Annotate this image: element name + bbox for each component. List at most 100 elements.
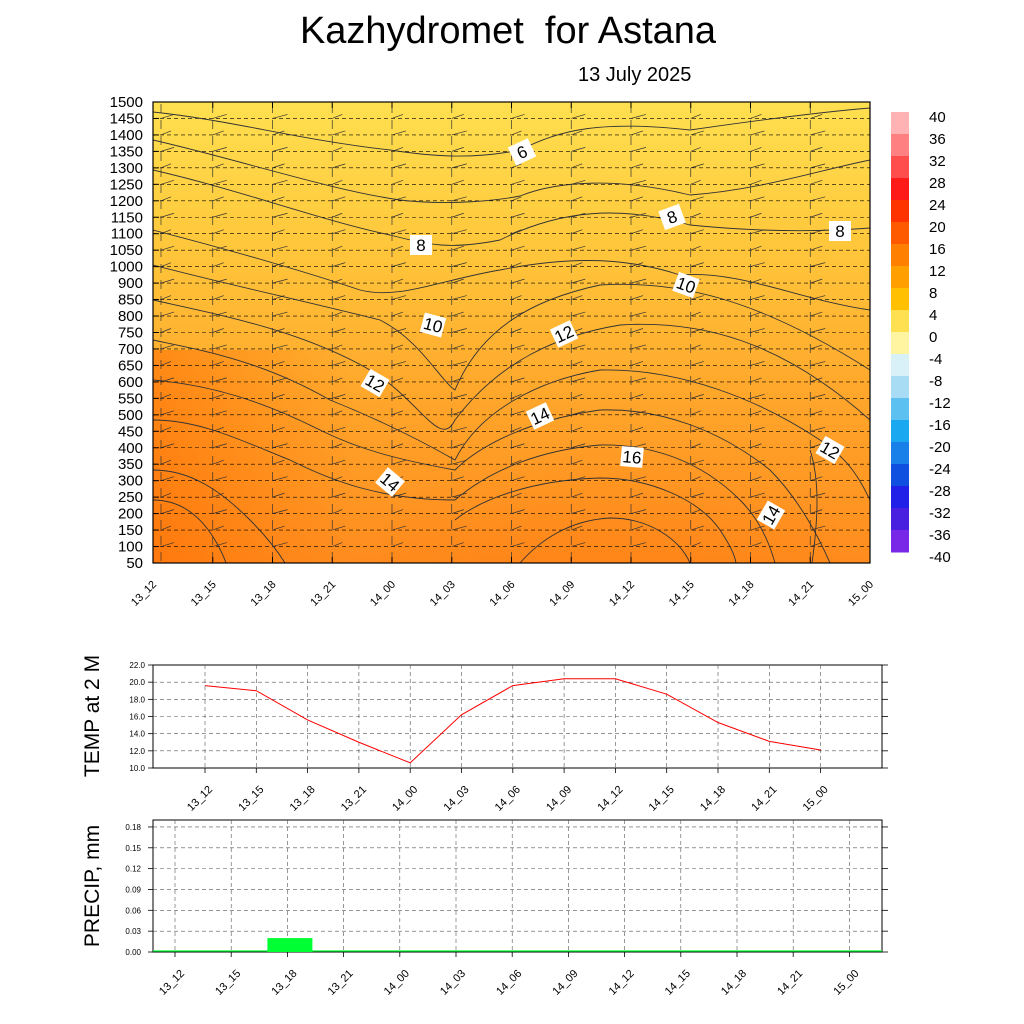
wind-barb xyxy=(630,492,644,498)
temp-x-tick-label: 14_09 xyxy=(544,784,574,814)
wind-barb xyxy=(160,542,175,547)
x-tick-label: 14_18 xyxy=(727,579,757,609)
wind-barb xyxy=(332,196,346,202)
contour-label-bg xyxy=(672,271,700,299)
wind-barb xyxy=(869,151,870,152)
wind-barb xyxy=(869,414,870,415)
contour-label-bg xyxy=(756,500,786,530)
precip-x-tick-label: 14_21 xyxy=(775,968,805,998)
contour-label-bg xyxy=(620,446,644,468)
wind-barb xyxy=(511,196,522,202)
wind-barb xyxy=(272,245,288,251)
temp-x-tick-label: 13_21 xyxy=(339,784,369,814)
wind-barb xyxy=(212,361,224,366)
y-tick-label: 750 xyxy=(118,325,143,342)
x-tick-label: 13_18 xyxy=(249,579,279,609)
wind-barb xyxy=(451,509,464,514)
wind-barb xyxy=(810,426,826,432)
wind-barb xyxy=(272,130,285,136)
wind-barb xyxy=(391,509,404,514)
wind-barb xyxy=(160,147,175,152)
wind-barb xyxy=(332,311,343,317)
wind-barb xyxy=(869,397,870,399)
wind-barb xyxy=(160,525,172,531)
precip-y-tick-label: 0.12 xyxy=(125,865,141,874)
wind-barb xyxy=(391,245,404,251)
colorbar-label: 28 xyxy=(929,175,946,192)
wind-barb xyxy=(391,394,407,399)
wind-barb xyxy=(869,282,870,284)
wind-barb xyxy=(212,525,224,531)
wind-barb xyxy=(511,179,525,185)
wind-barb xyxy=(511,278,525,284)
wind-barb xyxy=(571,492,583,498)
wind-barb xyxy=(869,200,870,201)
contour-lines xyxy=(153,107,870,563)
wind-barb xyxy=(272,459,285,465)
wind-barb xyxy=(810,361,826,366)
wind-barb xyxy=(750,509,762,514)
y-tick-label: 250 xyxy=(118,489,143,506)
contour-label-bg xyxy=(525,402,555,430)
wind-barb xyxy=(750,212,762,218)
wind-barb xyxy=(391,212,404,218)
wind-barb xyxy=(332,212,343,218)
wind-barb xyxy=(160,426,172,432)
wind-barb xyxy=(571,245,586,251)
wind-barb xyxy=(332,476,343,482)
contour-line xyxy=(153,229,870,311)
wind-barb xyxy=(869,134,870,135)
y-tick-label: 200 xyxy=(118,506,143,523)
wind-barb xyxy=(451,147,464,152)
wind-barb xyxy=(630,525,644,531)
wind-barb xyxy=(511,212,525,218)
y-tick-label: 50 xyxy=(126,555,143,572)
temp-y-tick-label: 10.0 xyxy=(129,764,145,773)
chart-subtitle: 13 July 2025 xyxy=(578,64,692,86)
wind-barb xyxy=(160,245,175,251)
wind-barb xyxy=(160,492,172,498)
wind-barb xyxy=(511,525,522,531)
y-tick-label: 1100 xyxy=(111,226,143,243)
contour-label-bg xyxy=(507,138,537,166)
wind-barb xyxy=(160,344,175,350)
precip-y-tick-label: 0.18 xyxy=(125,823,141,832)
wind-barb xyxy=(511,542,525,547)
wind-barb xyxy=(571,377,586,383)
colorbar-swatch xyxy=(891,244,909,267)
wind-barb xyxy=(272,328,285,333)
wind-barb xyxy=(272,163,285,169)
x-tick-label: 14_21 xyxy=(786,579,816,609)
contour-label-bg xyxy=(549,320,579,348)
colorbar-swatch xyxy=(891,442,909,465)
wind-barb xyxy=(571,459,583,465)
temp-y-tick-label: 20.0 xyxy=(129,678,145,687)
wind-barb xyxy=(511,262,522,267)
wind-barb xyxy=(332,245,343,251)
wind-barb xyxy=(212,394,224,399)
wind-barb xyxy=(160,509,175,514)
wind-barb xyxy=(272,476,288,482)
wind-barb xyxy=(511,394,522,399)
wind-barb xyxy=(272,426,285,432)
wind-barb xyxy=(750,179,762,185)
contour-line xyxy=(809,449,818,563)
wind-barb xyxy=(869,480,870,481)
wind-barb xyxy=(690,311,701,317)
y-tick-label: 150 xyxy=(118,522,143,539)
wind-barb xyxy=(810,278,823,284)
precip-bar xyxy=(267,938,313,952)
wind-barb xyxy=(810,542,823,547)
precip-x-tick-label: 14_12 xyxy=(607,968,637,998)
wind-barb xyxy=(750,311,762,317)
x-tick-label: 13_12 xyxy=(129,579,159,609)
contour-line xyxy=(153,264,870,391)
temp-x-tick-label: 13_12 xyxy=(185,784,215,814)
wind-barb xyxy=(630,179,647,185)
colorbar-label: -8 xyxy=(929,373,942,390)
colorbar-label: 36 xyxy=(929,131,946,148)
wind-barb xyxy=(160,328,172,333)
wind-barb xyxy=(212,509,227,514)
wind-barb xyxy=(451,344,464,350)
y-tick-label: 900 xyxy=(118,275,143,292)
